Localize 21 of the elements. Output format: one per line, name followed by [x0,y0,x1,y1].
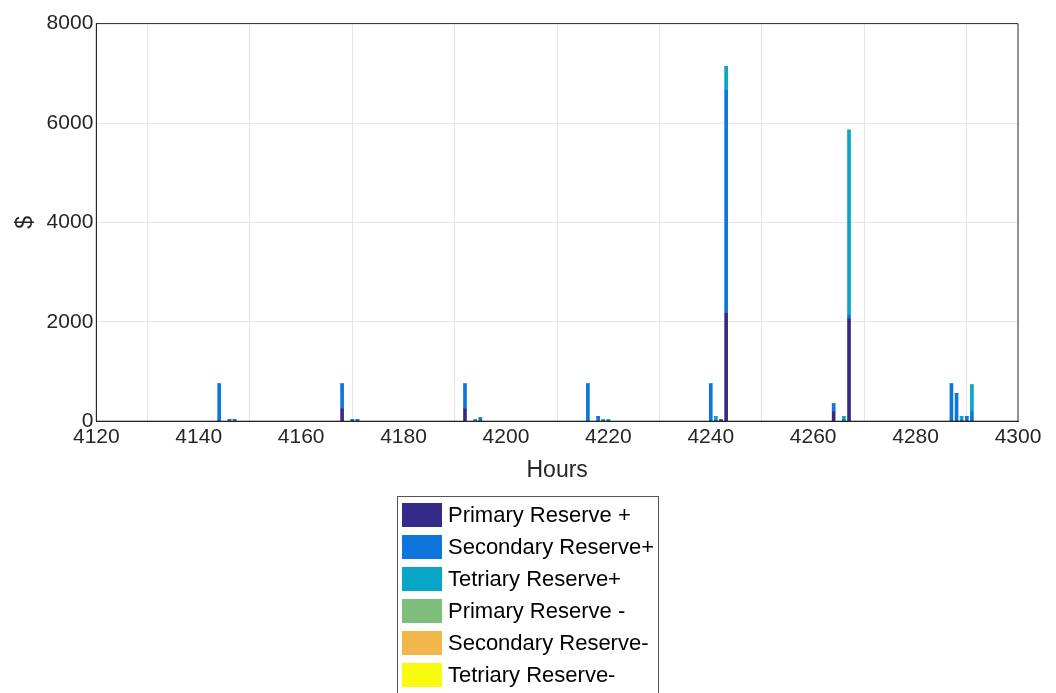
legend-label: Primary Reserve + [447,502,631,528]
x-tick-label: 4200 [482,423,530,447]
x-tick-label: 4140 [175,423,223,447]
x-tick-label: 4260 [789,423,837,447]
x-tick-label: 4220 [585,423,632,447]
y-tick-label: 6000 [46,109,94,133]
y-tick-label: 2000 [46,308,94,332]
x-tick-label: 4280 [892,423,939,447]
legend-label: Secondary Reserve+ [447,534,655,560]
y-axis-title: $ [11,215,38,229]
x-tick-label: 4300 [994,423,1042,447]
y-tick-label: 8000 [46,10,94,34]
legend-label: Tetriary Reserve- [447,662,616,688]
y-tick-label: 4000 [46,209,94,233]
x-axis-title: Hours [526,455,588,482]
legend-label: Primary Reserve - [447,598,626,624]
x-tick-label: 4180 [380,423,427,447]
x-tick-label: 4160 [277,423,325,447]
legend-label: Tetriary Reserve+ [447,566,621,592]
legend-label: Secondary Reserve- [447,630,649,656]
x-tick-label: 4240 [687,423,735,447]
